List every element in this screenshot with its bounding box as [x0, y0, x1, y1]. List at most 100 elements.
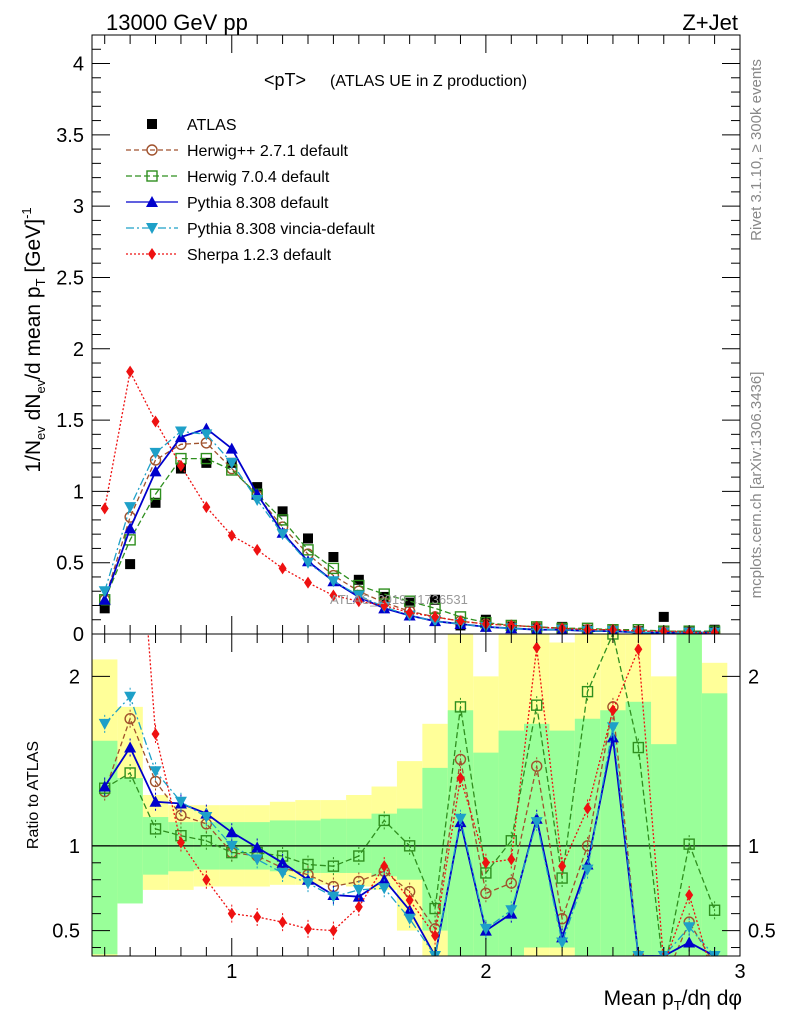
- point-5-0: [100, 502, 109, 515]
- point-0-11: [379, 591, 390, 602]
- ratio-y-tick-label-right: 0.5: [748, 921, 776, 943]
- svg-text:Mean pT/dη dφ: Mean pT/dη dφ: [604, 987, 742, 1013]
- svg-text:1/Nev dNev/d mean pT [GeV]-1: 1/Nev dNev/d mean pT [GeV]-1: [19, 207, 48, 472]
- ratio-point-3-12: [403, 913, 416, 925]
- inner-band-22: [651, 744, 677, 956]
- energy-label: 13000 GeV pp: [106, 10, 248, 35]
- ratio-point-1-9: [327, 860, 340, 872]
- point-5-5: [227, 529, 236, 542]
- ratio-point-0-1: [124, 713, 136, 725]
- ratio-frame: [91, 633, 741, 957]
- inner-band-20: [600, 710, 626, 956]
- point-5-9: [329, 589, 338, 602]
- plot-subtitle: (ATLAS UE in Z production): [330, 73, 527, 90]
- ratio-point-2-0: [98, 780, 111, 792]
- ratio-point-2-1: [124, 741, 137, 753]
- point-5-12: [405, 606, 414, 619]
- ratio-point-1-22: [659, 968, 669, 978]
- inner-band-24: [701, 693, 728, 956]
- x-tick-label: 3: [734, 961, 745, 983]
- ratio-clip-group: [92, 382, 740, 987]
- ratio-point-0-19: [581, 840, 594, 852]
- ratio-point-4-20: [608, 704, 617, 717]
- ratio-point-1-1: [124, 767, 136, 779]
- point-3-0: [98, 593, 111, 605]
- point-5-8: [304, 576, 312, 589]
- legend-marker-1: [146, 144, 158, 156]
- point-4-4: [200, 429, 213, 441]
- ratio-plot-marks: [92, 382, 740, 987]
- ratio-point-1-2: [149, 823, 162, 835]
- ratio-point-4-14: [456, 772, 465, 785]
- point-4-2: [149, 447, 162, 459]
- point-0-1: [125, 559, 136, 570]
- ratio-y-tick-label: 0.5: [52, 921, 80, 943]
- ratio-point-3-16: [505, 905, 518, 917]
- inner-band-0: [92, 740, 118, 955]
- legend-marker-2: [146, 170, 158, 182]
- ratio-point-4-24: [711, 975, 719, 987]
- ratio-point-3-4: [200, 812, 213, 824]
- ratio-point-3-17: [530, 817, 543, 829]
- ratio-point-3-15: [479, 923, 492, 935]
- ratio-point-3-2: [149, 766, 162, 778]
- ratio-y-tick-label: 2: [69, 666, 80, 688]
- ratio-point-3-23: [683, 922, 696, 934]
- main-plot-panel: 0 0.5 1 1.5 2 2.5 3 3.5 4 <pT> (ATLAS UE in Z pr…: [56, 34, 741, 646]
- point-3-1: [124, 522, 137, 534]
- point-4-8: [302, 557, 314, 569]
- ratio-point-3-11: [378, 883, 391, 895]
- ratio-point-3-0: [98, 718, 111, 730]
- legend: ATLAS Herwig++ 2.7.1 default Herwig 7.0.4 …: [126, 117, 375, 264]
- y-tick-label: 2: [73, 339, 84, 361]
- point-0-10: [353, 574, 364, 585]
- ratio-point-4-21: [634, 643, 643, 656]
- ratio-point-3-18: [556, 937, 569, 949]
- rivet-version-label: Rivet 3.1.10, ≥ 300k events: [748, 59, 765, 241]
- point-0-4: [201, 457, 212, 468]
- ratio-ylabel: Ratio to ATLAS: [25, 741, 42, 849]
- point-0-7: [277, 506, 288, 517]
- ratio-point-3-10: [352, 884, 365, 896]
- point-4-7: [276, 529, 289, 541]
- ratio-point-3-6: [251, 854, 264, 866]
- ratio-point-4-23: [685, 888, 694, 901]
- ratio-point-4-4: [202, 873, 211, 886]
- ratio-y-tick-label: 1: [69, 836, 80, 858]
- ratio-point-0-22: [659, 976, 669, 986]
- ratio-point-4-22: [660, 958, 668, 970]
- ratio-point-1-24: [708, 904, 721, 916]
- ratio-point-4-3: [176, 836, 185, 849]
- ratio-point-1-8: [302, 858, 314, 871]
- y-tick-label: 3.5: [56, 125, 84, 147]
- point-4-5: [225, 457, 238, 469]
- y-tick-label: 0.5: [56, 553, 84, 575]
- point-4-6: [251, 494, 264, 506]
- ratio-point-0-16: [505, 877, 517, 889]
- ratio-point-4-17: [532, 641, 541, 654]
- point-0-22: [658, 611, 669, 622]
- ratio-point-4-7: [278, 916, 287, 929]
- point-3-2: [149, 465, 162, 477]
- inner-band-1: [117, 778, 143, 904]
- ratio-point-3-7: [276, 867, 289, 879]
- y-tick-label: 1.5: [56, 410, 84, 432]
- ratio-point-4-13: [431, 929, 440, 942]
- legend-label-5: Sherpa 1.2.3 default: [187, 247, 332, 264]
- ratio-point-2-7: [276, 856, 289, 868]
- ratio-point-0-14: [454, 753, 467, 766]
- y-tick-label: 1: [73, 481, 84, 503]
- point-2-11: [378, 588, 390, 600]
- x-axis-title: Mean pT/dη dφ: [604, 987, 742, 1013]
- ratio-point-4-12: [405, 894, 414, 907]
- legend-marker-5: [148, 248, 156, 260]
- process-label: Z+Jet: [682, 10, 738, 35]
- point-2-21: [632, 624, 645, 634]
- ratio-point-2-23: [683, 936, 696, 948]
- ratio-point-4-15: [481, 856, 490, 869]
- point-5-10: [354, 595, 363, 608]
- ratio-point-4-10: [354, 900, 363, 913]
- ratio-point-1-18: [556, 872, 568, 884]
- ratio-point-1-16: [505, 835, 517, 847]
- ratio-point-4-1: [126, 382, 134, 394]
